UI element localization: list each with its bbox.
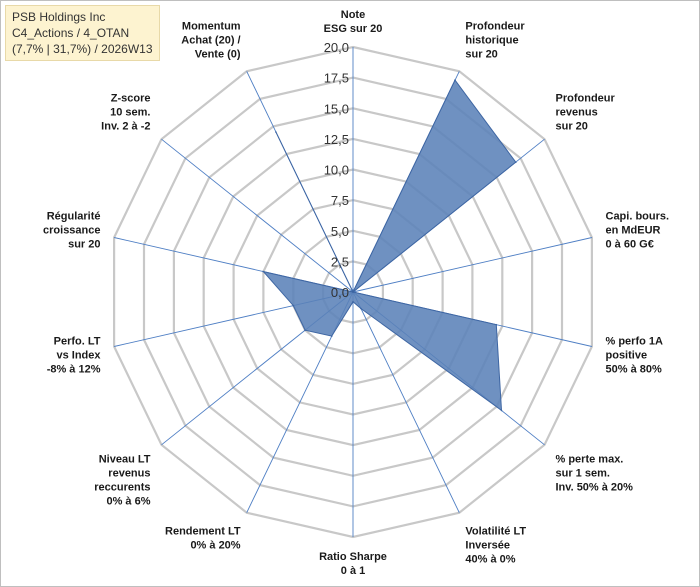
axis-label-line: Régularité (47, 211, 101, 223)
tick-layer: 0,0 2,5 5,0 7,5 10,0 12,5 15,0 17,5 20,0 (324, 40, 349, 300)
axis-label-line: sur 20 (465, 49, 497, 61)
axis-label-line: Rendement LT (165, 525, 241, 537)
axis-label-line: Inv. 2 à -2 (101, 121, 150, 133)
series-point (275, 131, 277, 133)
tick-label: 15,0 (324, 101, 349, 116)
series-point (454, 79, 456, 81)
axis-label-line: Profondeur (556, 93, 616, 105)
tick-label: 5,0 (331, 224, 349, 239)
chart-title-line-2: C4_Actions / 4_OTAN (12, 26, 130, 40)
axis-label-line: Perfo. LT (54, 335, 101, 347)
axis-label-line: 0% à 6% (106, 496, 150, 508)
axis-label-line: -8% à 12% (47, 363, 101, 375)
axis-label-line: historique (465, 35, 518, 47)
axis-label-line: ESG sur 20 (324, 23, 383, 35)
axis-label: Profondeur revenus sur 20 (556, 93, 616, 133)
axis-label-line: Note (341, 9, 365, 21)
axis-label: Perfo. LT vs Index -8% à 12% (47, 335, 102, 375)
axis-label-line: Ratio Sharpe (319, 551, 387, 563)
axis-label-line: Vente (0) (195, 49, 241, 61)
series-point (262, 270, 265, 273)
axis-label-line: 40% à 0% (465, 553, 515, 565)
axis-label: Note ESG sur 20 (324, 9, 383, 35)
series-point (304, 329, 306, 332)
chart-title-line-3: (7,7% | 31,7%) / 2026W13 (12, 42, 153, 56)
tick-label: 20,0 (324, 40, 349, 55)
series-point (495, 323, 498, 326)
axis-label: % perte max. sur 1 sem. Inv. 50% à 20% (556, 454, 634, 494)
tick-label: 2,5 (331, 254, 349, 269)
axis-label: Capi. bours. en MdEUR 0 à 60 G€ (606, 211, 670, 251)
series-point (500, 409, 503, 412)
axis-label-line: 50% à 80% (606, 363, 662, 375)
series-point (352, 301, 354, 303)
chart-title-line-1: PSB Holdings Inc (12, 10, 106, 24)
axis-label-line: Achat (20) / (181, 35, 240, 47)
axis-label-line: reccurents (94, 482, 150, 494)
axis-label-line: % perte max. (556, 454, 624, 466)
axis-spoke (161, 138, 354, 293)
label-layer: Note ESG sur 20 Profondeur historique sur 20… (43, 9, 669, 577)
axis-label: Rendement LT 0% à 20% (165, 525, 241, 551)
axis-label-line: Inv. 50% à 20% (556, 482, 634, 494)
axis-label-line: Profondeur (465, 21, 525, 33)
axis-spoke (352, 291, 460, 513)
axis-label-line: revenus (556, 107, 598, 119)
axis-label-line: croissance (43, 225, 100, 237)
axis-label-line: 0% à 20% (190, 539, 240, 551)
axis-label: Ratio Sharpe 0 à 1 (319, 551, 387, 577)
axis-label-line: Capi. bours. (606, 211, 670, 223)
axis-label: Niveau LT revenus reccurents 0% à 6% (94, 454, 151, 508)
axis-label-line: Niveau LT (99, 454, 151, 466)
axis-label-line: sur 1 sem. (556, 468, 610, 480)
axis-label-line: % perfo 1A (606, 335, 664, 347)
tick-label: 0,0 (331, 285, 349, 300)
axis-label-line: 0 à 60 G€ (606, 239, 654, 251)
axis-label-line: positive (606, 349, 648, 361)
axis-label-line: Z-score (111, 93, 151, 105)
axis-label-line: Volatilité LT (465, 525, 526, 537)
axis-label-line: Inversée (465, 539, 510, 551)
axis-label-line: vs Index (56, 349, 101, 361)
axis-label: Momentum Achat (20) / Vente (0) (181, 21, 241, 61)
tick-label: 7,5 (331, 193, 349, 208)
series-area (262, 79, 517, 412)
tick-label: 10,0 (324, 163, 349, 178)
axis-label-line: revenus (108, 468, 150, 480)
chart-title-box: PSB Holdings Inc C4_Actions / 4_OTAN (7,… (5, 5, 160, 61)
tick-label: 17,5 (324, 71, 349, 86)
axis-label: % perfo 1A positive 50% à 80% (606, 335, 664, 375)
axis-label: Z-score 10 sem. Inv. 2 à -2 (101, 93, 150, 133)
axis-label-line: en MdEUR (606, 225, 661, 237)
axis-label-line: Momentum (182, 21, 241, 33)
axis-label: Profondeur historique sur 20 (465, 21, 525, 61)
series-point (330, 335, 333, 337)
tick-label: 12,5 (324, 132, 349, 147)
series-point (292, 304, 295, 307)
axis-spoke (352, 237, 593, 293)
series-point (360, 307, 362, 310)
series-layer (262, 79, 517, 412)
axis-label-line: sur 20 (556, 121, 588, 133)
axis-label-line: 10 sem. (110, 107, 150, 119)
axis-label: Volatilité LT Inversée 40% à 0% (465, 525, 526, 565)
axis-label-line: sur 20 (68, 239, 100, 251)
series-point (515, 161, 517, 163)
series-point (352, 291, 354, 293)
axis-label: Régularité croissance sur 20 (43, 211, 100, 251)
axis-label-line: 0 à 1 (341, 565, 365, 577)
